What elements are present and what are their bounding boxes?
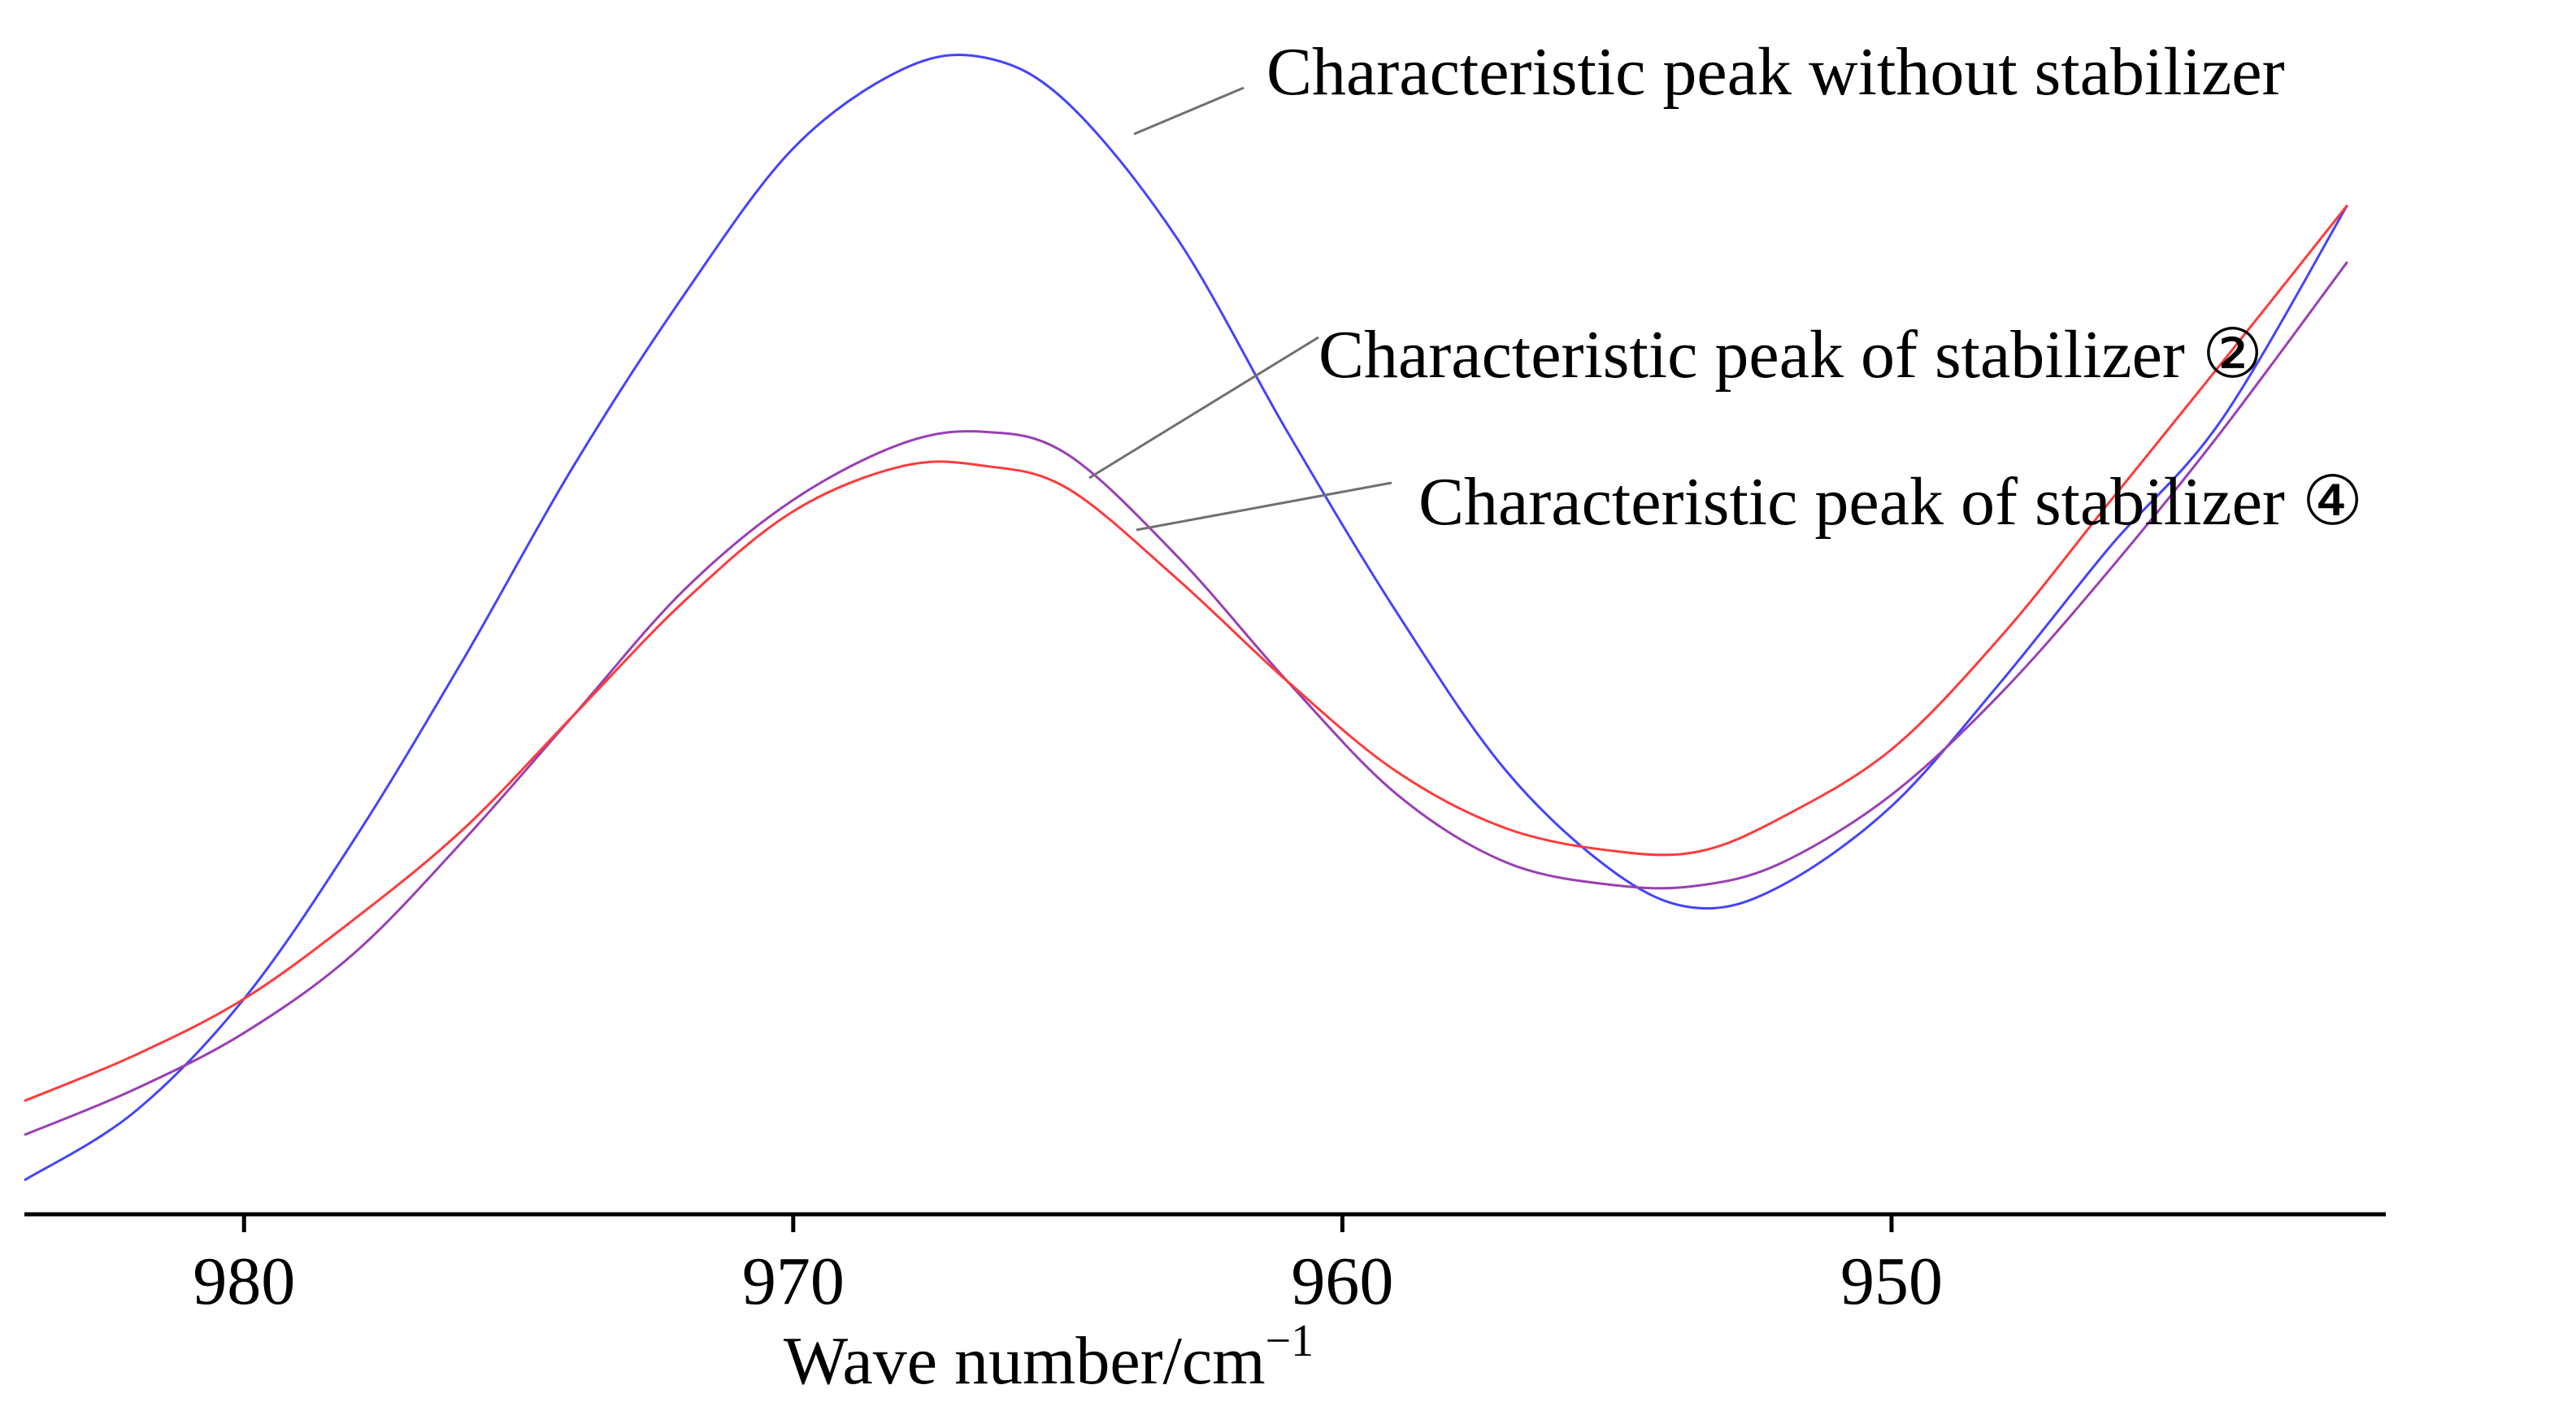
x-tick-label: 970 [742,1244,845,1319]
x-tick-label: 980 [193,1244,295,1319]
annotation-label-1: Characteristic peak of stabilizer ② [1318,317,2263,393]
series-line-1 [24,261,2348,1136]
annotation-label-2: Characteristic peak of stabilizer ④ [1418,464,2363,540]
x-axis-label-superscript: −1 [1266,1316,1314,1366]
annotation-label-0: Characteristic peak without stabilizer [1266,34,2285,110]
series-line-2 [24,204,2348,1102]
x-axis: 980 970 960 950 Wave number/cm−1 [24,1212,2386,1399]
annotation-leader-2 [1136,481,1392,532]
series-line-0 [24,53,2348,1182]
x-axis-ticks: 980 970 960 950 [193,1214,1943,1319]
annotation-leader-1 [1088,336,1319,480]
x-axis-label-text: Wave number/cm [784,1323,1266,1399]
x-axis-label: Wave number/cm−1 [784,1316,1314,1399]
annotation-leader-0 [1133,86,1245,136]
annotations: Characteristic peak without stabilizer C… [1088,34,2363,540]
series-lines [24,53,2348,1182]
x-tick-label: 950 [1840,1244,1943,1319]
x-tick-label: 960 [1291,1244,1393,1319]
